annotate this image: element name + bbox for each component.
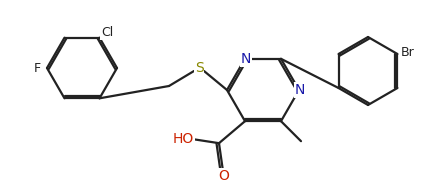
Text: Br: Br	[401, 45, 414, 58]
Text: Cl: Cl	[102, 26, 114, 39]
Text: F: F	[33, 62, 40, 74]
Text: S: S	[194, 61, 204, 75]
Text: HO: HO	[172, 132, 194, 146]
Text: O: O	[219, 169, 230, 183]
Text: N: N	[241, 52, 251, 66]
Text: N: N	[295, 83, 305, 97]
